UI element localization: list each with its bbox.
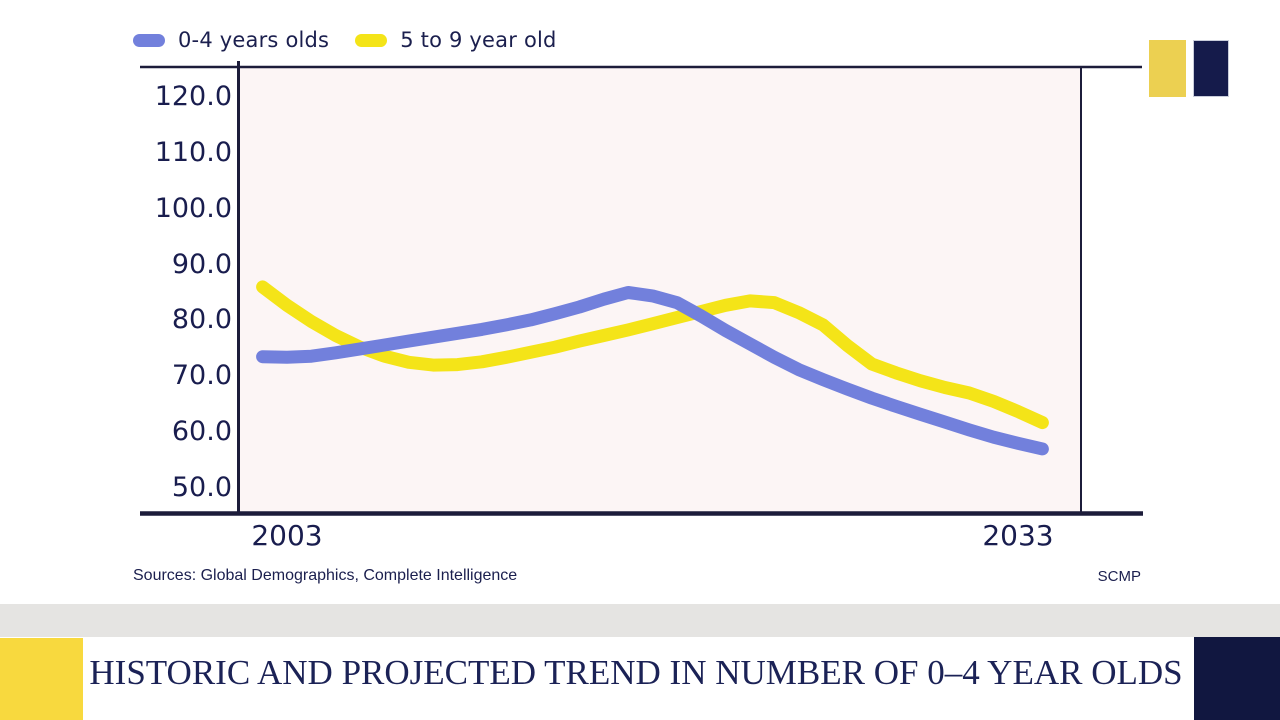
y-axis-tick-label: 100.0 [154,192,232,224]
footer-accent-navy [1194,637,1280,720]
footer-gray-band [0,604,1280,637]
y-axis-tick-label: 80.0 [171,304,232,336]
chart-legend: 0-4 years olds 5 to 9 year old [133,28,557,52]
y-axis-tick-label: 60.0 [171,416,232,448]
legend-label-0-4: 0-4 years olds [178,28,330,52]
scmp-credit: SCMP [1097,568,1141,585]
x-axis-tick-label: 2033 [982,519,1054,552]
legend-label-5-9: 5 to 9 year old [400,28,557,52]
footer-title-bar [0,637,1280,720]
y-axis-tick-label: 120.0 [154,81,232,112]
x-axis-tick-label: 2003 [251,519,323,552]
legend-item-5-9: 5 to 9 year old [355,28,556,52]
sources-note: Sources: Global Demographics, Complete I… [133,567,518,584]
page-title: HISTORIC AND PROJECTED TREND IN NUMBER O… [89,653,1183,692]
series-line [256,286,1049,456]
legend-swatch-0-4-icon [133,33,165,47]
legend-swatch-5-9-icon [355,33,388,47]
y-axis-tick-label: 90.0 [171,248,232,280]
brand-swatch-navy [1193,40,1229,97]
series-line [256,280,1049,430]
plot-area [239,68,1081,512]
brand-swatch-yellow [1149,40,1186,97]
y-axis-tick-label: 110.0 [154,136,232,168]
y-axis-tick-label: 70.0 [171,360,232,392]
footer-accent-yellow [0,638,83,720]
y-axis-tick-label: 50.0 [171,471,232,503]
legend-item-0-4: 0-4 years olds [133,28,329,52]
